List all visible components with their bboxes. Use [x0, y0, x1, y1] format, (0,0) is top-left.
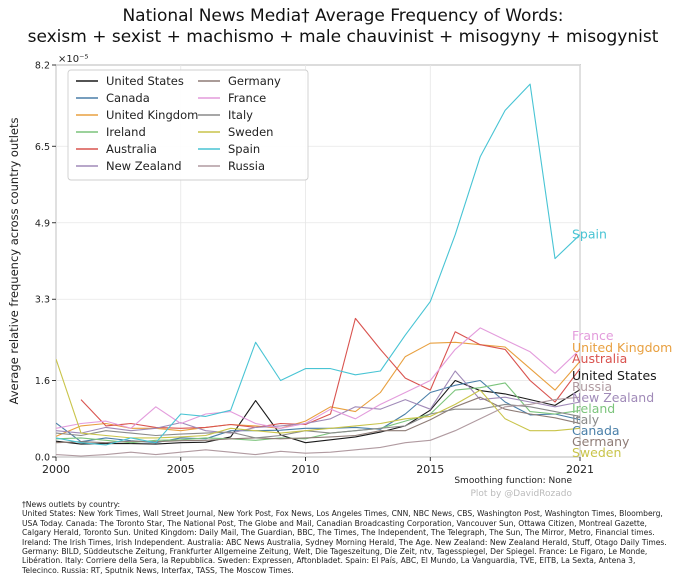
axes: 2000 2005 2010 2015 2021 0.0 1.6 3.3 4.9 6.5 8.2	[35, 61, 594, 477]
y-tick-label: 3.3	[35, 295, 50, 306]
line-chart: 2000 2005 2010 2015 2021 0.0 1.6 3.3 4.9 6.5 8.2 S…	[7, 54, 672, 477]
series-line-italy	[56, 403, 580, 439]
series-line-sweden	[56, 358, 580, 439]
legend-entry-new-zealand: New Zealand	[106, 159, 182, 173]
series-line-united-kingdom	[56, 341, 580, 437]
footnote-heading: †News outlets by country:	[22, 500, 121, 509]
series-line-russia	[56, 396, 580, 457]
end-label-france: France	[572, 328, 614, 343]
series-line-spain	[56, 83, 580, 446]
end-label-italy: Italy	[572, 412, 600, 427]
x-tick-label: 2015	[416, 463, 444, 476]
footnote-body: United States: New York Times, Wall Stre…	[22, 509, 667, 575]
series-line-australia	[80, 317, 580, 429]
x-tick-label: 2000	[42, 463, 70, 476]
y-tick-label: 6.5	[35, 142, 50, 153]
y-tick-label: 0.0	[35, 453, 50, 464]
legend-entry-united-states: United States	[106, 74, 184, 88]
end-label-united-kingdom: United Kingdom	[572, 340, 672, 355]
y-tick-label: 4.9	[35, 218, 50, 229]
chart-title-line2: sexism + sexist + machismo + male chauvi…	[27, 27, 659, 47]
legend-entry-france: France	[228, 91, 266, 105]
legend-entry-united-kingdom: United Kingdom	[106, 108, 198, 122]
legend-entry-spain: Spain	[228, 142, 260, 156]
legend-entry-sweden: Sweden	[228, 125, 273, 139]
end-label-australia: Australia	[572, 351, 627, 366]
x-tick-label: 2021	[566, 463, 594, 476]
plot-credit: Plot by @DavidRozado	[470, 489, 572, 499]
footnote: †News outlets by country: United States:…	[22, 500, 672, 575]
series-lines	[56, 83, 580, 457]
series-line-germany	[56, 396, 580, 444]
y-tick-label: 1.6	[35, 376, 50, 387]
end-label-spain: Spain	[572, 227, 607, 242]
smoothing-note: Smoothing function: None	[454, 476, 572, 486]
legend-entry-russia: Russia	[228, 159, 265, 173]
series-line-new-zealand	[56, 370, 580, 434]
chart-title-line1: National News Media† Average Frequency o…	[122, 6, 564, 26]
series-line-united-states	[56, 379, 580, 445]
end-label-sweden: Sweden	[572, 445, 621, 460]
legend-entry-ireland: Ireland	[106, 125, 146, 139]
end-label-ireland: Ireland	[572, 401, 615, 416]
x-tick-label: 2010	[292, 463, 320, 476]
y-axis-label: Average relative frequency across countr…	[7, 117, 21, 404]
legend-entry-canada: Canada	[106, 91, 150, 105]
y-tick-label: 8.2	[35, 61, 50, 72]
y-multiplier-label: ×10⁻⁵	[58, 54, 88, 65]
end-label-germany: Germany	[572, 434, 630, 449]
legend-entry-italy: Italy	[228, 108, 253, 122]
legend: United States Canada United Kingdom Ireland…	[67, 69, 309, 181]
legend-frame	[67, 69, 309, 181]
series-line-france	[56, 327, 580, 429]
legend-entry-australia: Australia	[106, 142, 157, 156]
gridlines	[55, 64, 581, 458]
end-label-canada: Canada	[572, 423, 620, 438]
legend-entry-germany: Germany	[228, 74, 281, 88]
end-label-russia: Russia	[572, 379, 612, 394]
end-label-new-zealand: New Zealand	[572, 390, 654, 405]
end-label-united-states: United States	[572, 368, 657, 383]
x-tick-label: 2005	[167, 463, 195, 476]
